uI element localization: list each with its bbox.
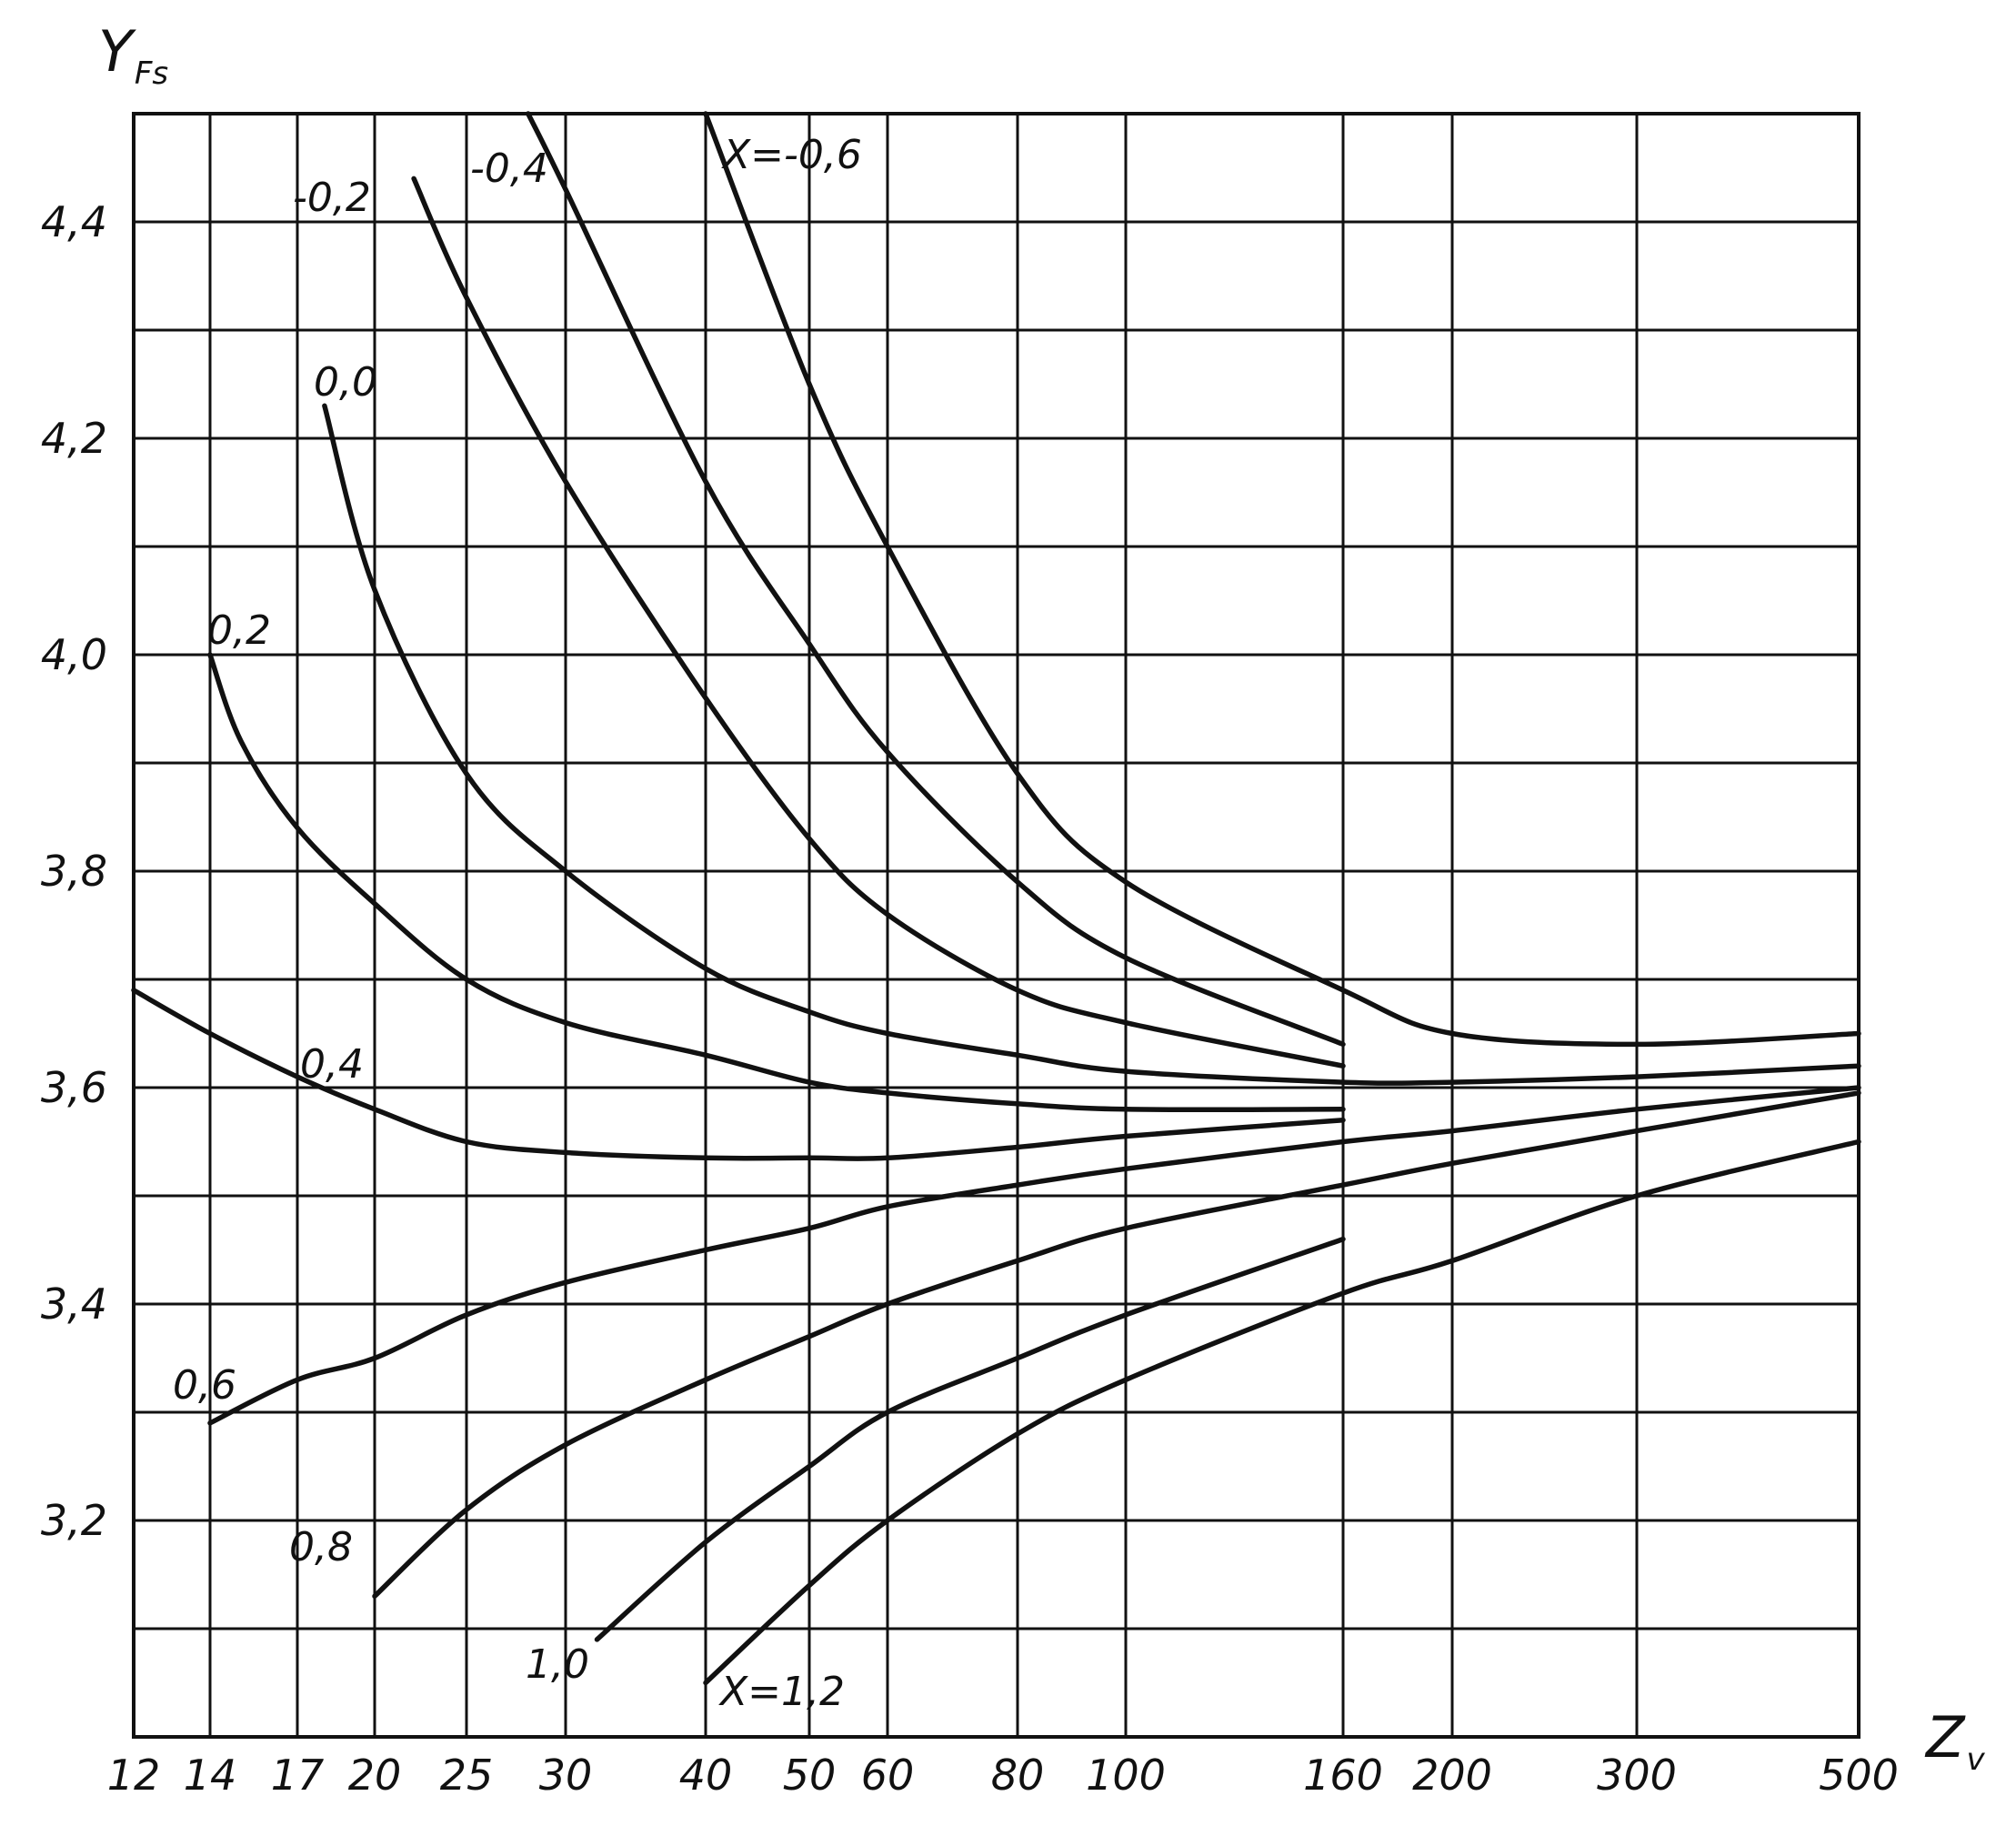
series-label-8: 1,0	[526, 1641, 589, 1688]
series-line-3	[322, 403, 1861, 1086]
series-line-8	[594, 1236, 1346, 1642]
grid-lines	[132, 112, 1861, 1739]
series-line-9	[703, 1139, 1861, 1686]
series-label-4: 0,2	[207, 607, 271, 654]
series-line-6	[207, 1085, 1861, 1426]
x-tick-label: 200	[1412, 1751, 1492, 1800]
x-tick-label: 60	[861, 1751, 915, 1800]
y-tick-label: 4,2	[41, 414, 107, 463]
series-label-2: -0,2	[293, 175, 371, 221]
x-tick-label: 100	[1086, 1751, 1166, 1800]
x-tick-labels: 12 14 17 20 25 30 40 50 60 80 100 160 200 300 500	[107, 1751, 1899, 1800]
x-axis-title: Zv	[1924, 1704, 1985, 1778]
x-tick-label: 14	[184, 1751, 237, 1800]
y-tick-label: 3,2	[41, 1496, 107, 1545]
series-line-2	[411, 176, 1346, 1069]
x-tick-label: 12	[107, 1751, 161, 1800]
series-label-0: X=-0,6	[721, 132, 862, 178]
y-tick-label: 4,0	[41, 630, 107, 679]
series-curves	[131, 111, 1861, 1686]
x-tick-label: 160	[1303, 1751, 1383, 1800]
y-tick-label: 3,6	[41, 1063, 107, 1112]
series-label-6: 0,6	[173, 1362, 236, 1409]
x-tick-label: 30	[539, 1751, 593, 1800]
x-tick-label: 80	[991, 1751, 1045, 1800]
series-line-5	[131, 988, 1346, 1161]
plot-frame	[132, 112, 1861, 1739]
y-tick-label: 4,4	[41, 197, 107, 246]
y-tick-label: 3,8	[41, 847, 107, 896]
series-line-4	[207, 652, 1346, 1112]
x-tick-label: 40	[679, 1751, 733, 1800]
series-label-7: 0,8	[289, 1524, 353, 1570]
series-line-1	[526, 111, 1346, 1048]
series-label-1: -0,4	[470, 145, 548, 192]
x-tick-label: 17	[271, 1751, 325, 1800]
series-labels: X=-0,6 -0,4 -0,2 0,0 0,2 0,4 0,6 0,8 1,0 X=1,2	[173, 132, 862, 1715]
series-line-7	[372, 1090, 1861, 1600]
x-tick-label: 50	[783, 1751, 837, 1800]
series-label-3: 0,0	[314, 359, 377, 406]
x-tick-label: 500	[1819, 1751, 1899, 1800]
x-tick-label: 20	[348, 1751, 402, 1800]
x-tick-label: 25	[440, 1751, 494, 1800]
y-tick-labels: 3,2 3,4 3,6 3,8 4,0 4,2 4,4	[41, 197, 107, 1545]
series-label-9: X=1,2	[718, 1669, 845, 1715]
series-line-0	[703, 111, 1861, 1048]
y-axis-title: YFs	[98, 18, 168, 92]
x-tick-label: 300	[1597, 1751, 1677, 1800]
series-label-5: 0,4	[300, 1041, 364, 1088]
y-tick-label: 3,4	[41, 1279, 107, 1329]
